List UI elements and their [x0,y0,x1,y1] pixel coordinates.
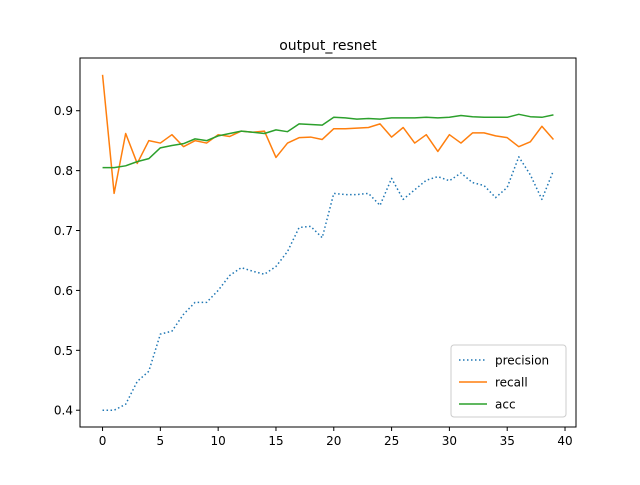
x-tick-label: 20 [326,434,341,448]
x-tick-label: 35 [500,434,515,448]
x-tick-label: 25 [384,434,399,448]
legend-label-recall: recall [495,376,528,390]
series-layer [101,74,555,411]
x-tick-label: 15 [268,434,283,448]
y-tick-label: 0.9 [54,104,73,118]
plot-frame [79,57,577,428]
y-tick-label: 0.5 [54,344,73,358]
x-axis: 0 5 10 15 20 25 30 35 40 [99,427,573,448]
x-tick-label: 10 [211,434,226,448]
x-tick-label: 30 [442,434,457,448]
legend-box [450,344,567,418]
y-tick-label: 0.6 [54,284,73,298]
x-tick-label: 5 [157,434,165,448]
legend: precision recall acc [450,344,567,418]
chart-title: output_resnet [279,38,377,54]
y-axis: 0.4 0.5 0.6 0.7 0.8 0.9 [54,104,80,418]
x-tick-label: 40 [557,434,572,448]
series-line-recall [101,74,555,195]
legend-label-acc: acc [495,398,516,412]
y-tick-label: 0.4 [54,404,73,418]
series-line-precision [102,156,555,411]
legend-label-precision: precision [495,354,549,368]
series-line-acc [102,113,554,169]
x-tick-label: 0 [99,434,107,448]
y-tick-label: 0.8 [54,164,73,178]
y-tick-label: 0.7 [54,224,73,238]
